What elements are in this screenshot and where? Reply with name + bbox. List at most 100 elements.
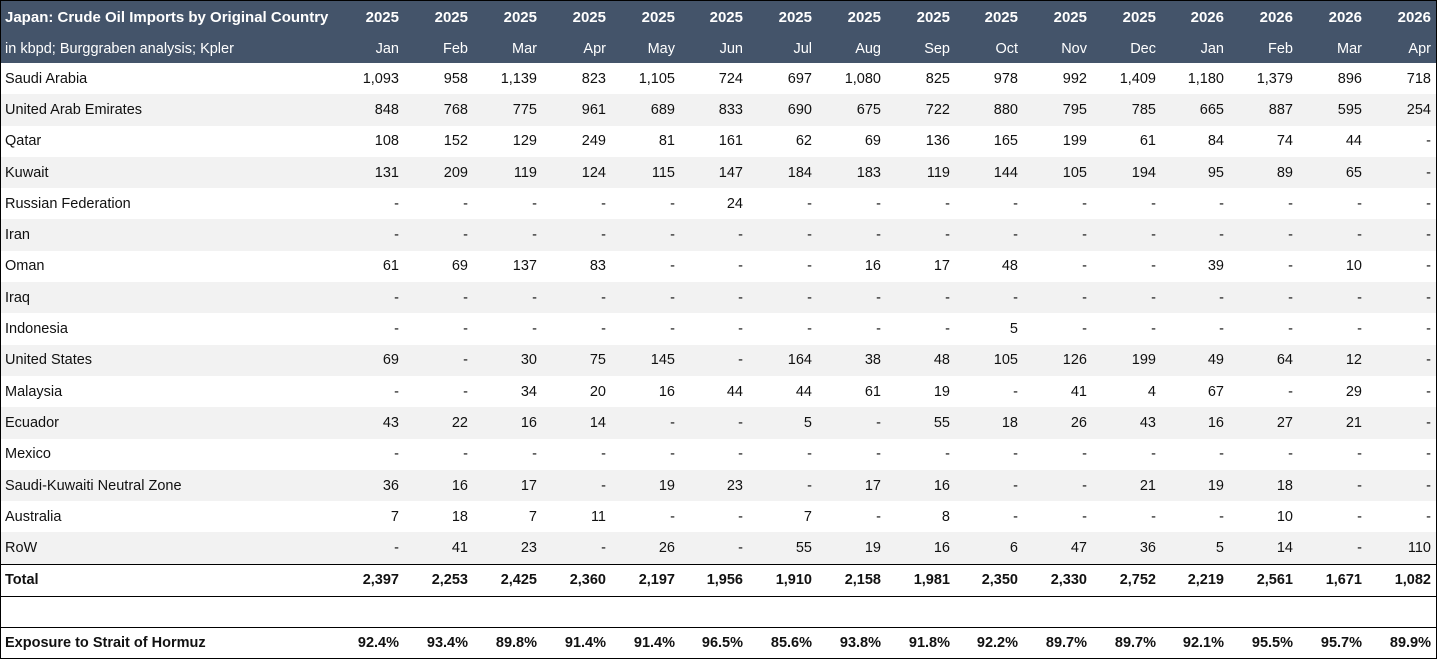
table-cell: 5 (1161, 532, 1229, 565)
table-cell: - (1151, 195, 1156, 212)
table-cell: 1,139 (500, 70, 537, 87)
year-header: 2025 (611, 1, 680, 34)
table-subtitle: in kbpd; Burggraben analysis; Kpler (1, 34, 336, 63)
table-cell: 184 (748, 156, 817, 189)
table-cell: - (542, 219, 611, 251)
table-cell: - (1219, 321, 1224, 338)
month-header: Nov (1023, 34, 1092, 63)
month-header: Oct (955, 34, 1023, 63)
exposure-cell: 91.4% (542, 626, 611, 659)
table-cell: 1,409 (1119, 70, 1156, 87)
table-cell: - (1367, 219, 1436, 251)
table-cell: - (748, 469, 817, 502)
table-cell: - (876, 508, 881, 525)
year-header: 2025 (404, 1, 473, 34)
year-header: 2025 (955, 1, 1023, 34)
table-cell: 978 (993, 70, 1018, 87)
table-cell: 18 (1229, 469, 1298, 502)
table-cell: 823 (581, 70, 606, 87)
table-cell: 26 (1023, 407, 1092, 439)
month-header: Mar (1298, 34, 1367, 63)
table-cell: 896 (1337, 70, 1362, 87)
table-cell: - (680, 282, 748, 314)
country-label: Malaysia (5, 383, 63, 400)
table-cell: - (1426, 508, 1431, 525)
table-cell: - (611, 219, 680, 251)
table-row: Mexico - - - - - - - - - - - - - - - - (1, 439, 1436, 470)
table-cell: 126 (1023, 344, 1092, 376)
table-cell: - (394, 446, 399, 463)
table-cell: - (601, 446, 606, 463)
total-cell: 2,752 (1092, 563, 1161, 597)
table-cell: - (1367, 156, 1436, 189)
table-cell: - (807, 321, 812, 338)
table-cell: - (1219, 195, 1224, 212)
table-cell: - (680, 532, 748, 565)
country-label: RoW (1, 532, 336, 565)
exposure-label: Exposure to Strait of Hormuz (1, 626, 336, 659)
table-cell: - (738, 258, 743, 275)
table-cell: 44 (795, 383, 812, 400)
table-cell: - (463, 383, 468, 400)
table-cell: 16 (886, 469, 955, 502)
month-header: May (611, 34, 680, 63)
table-cell: 7 (803, 508, 812, 525)
table-cell: 18 (451, 508, 468, 525)
table-cell: 880 (955, 94, 1023, 126)
total-cell: 2,425 (473, 563, 542, 597)
table-cell: 105 (955, 344, 1023, 376)
table-cell: - (1298, 532, 1367, 565)
exposure-cell: 95.7% (1298, 626, 1367, 659)
total-cell: 1,671 (1298, 563, 1367, 597)
country-label: Kuwait (1, 156, 336, 189)
year-header: 2025 (1023, 1, 1092, 34)
table-cell: - (1367, 344, 1436, 376)
month-header: Feb (1229, 34, 1298, 63)
table-cell: 1,080 (844, 70, 881, 87)
table-cell: - (1357, 446, 1362, 463)
table-title: Japan: Crude Oil Imports by Original Cou… (1, 1, 336, 34)
table-cell: - (1367, 282, 1436, 314)
table-cell: 16 (864, 258, 881, 275)
month-header: Mar (473, 34, 542, 63)
table-cell: 24 (726, 195, 743, 212)
table-cell: - (1151, 446, 1156, 463)
table-cell: 16 (1161, 407, 1229, 439)
table-cell: 14 (1229, 532, 1298, 565)
table-cell: - (748, 219, 817, 251)
table-cell: - (404, 344, 473, 376)
year-header: 2025 (1092, 1, 1161, 34)
exposure-cell: 92.1% (1161, 626, 1229, 659)
total-cell: 2,219 (1161, 563, 1229, 597)
table-cell: 887 (1229, 94, 1298, 126)
table-cell: - (1298, 219, 1367, 251)
table-cell: 595 (1298, 94, 1367, 126)
month-header: Jul (748, 34, 817, 63)
table-cell: - (807, 195, 812, 212)
country-label: Qatar (5, 133, 42, 150)
table-cell: - (886, 282, 955, 314)
table-cell: - (1082, 195, 1087, 212)
table-cell: 38 (817, 344, 886, 376)
table-cell: 19 (1161, 469, 1229, 502)
table-cell: - (1288, 446, 1293, 463)
table-cell: 833 (680, 94, 748, 126)
table-cell: - (532, 446, 537, 463)
table-cell: 44 (1345, 133, 1362, 150)
table-cell: 129 (512, 133, 537, 150)
spacer-cell (1, 596, 1436, 627)
table-cell: 84 (1207, 133, 1224, 150)
table-cell: 27 (1229, 407, 1298, 439)
table-cell: - (817, 219, 886, 251)
table-cell: - (611, 407, 680, 439)
table-cell: - (336, 532, 404, 565)
table-cell: - (1092, 282, 1161, 314)
country-label: Saudi-Kuwaiti Neutral Zone (1, 469, 336, 502)
exposure-cell: 96.5% (680, 626, 748, 659)
table-cell: 165 (993, 133, 1018, 150)
table-cell: 67 (1207, 383, 1224, 400)
table-cell: 8 (941, 508, 950, 525)
total-cell: 2,397 (336, 563, 404, 597)
total-cell: 1,910 (748, 563, 817, 597)
table-cell: - (876, 446, 881, 463)
